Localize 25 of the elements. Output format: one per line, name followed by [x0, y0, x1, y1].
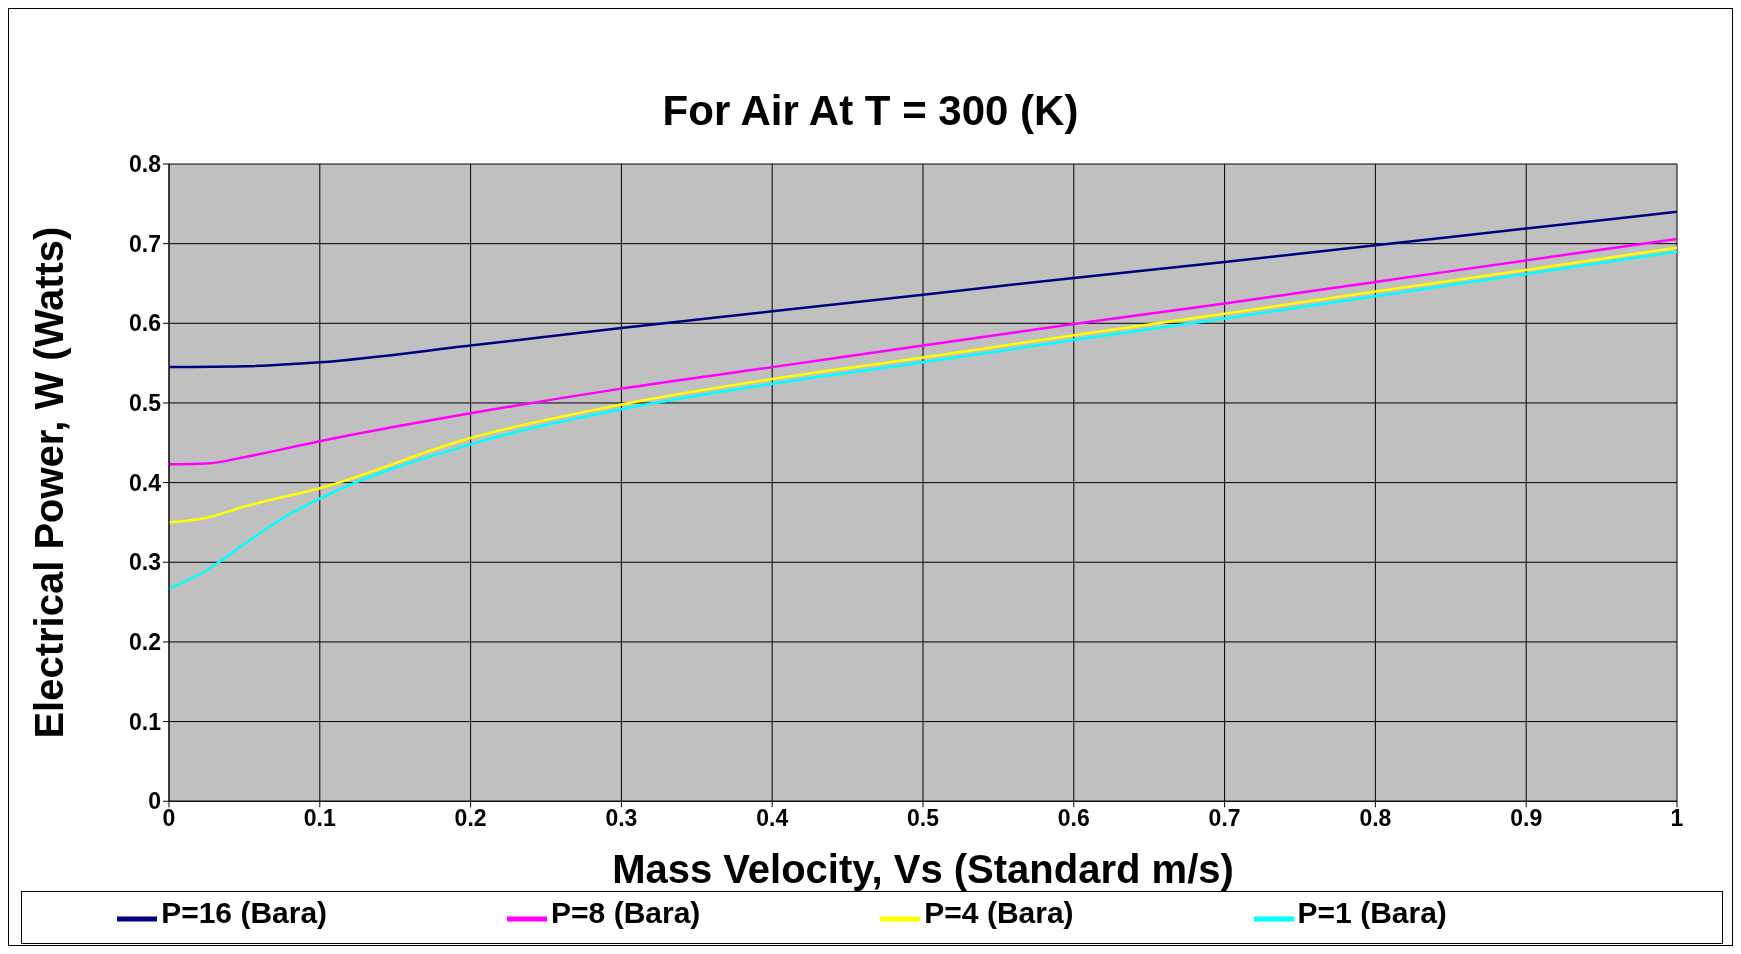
- x-tick-label: 0.8: [1359, 804, 1392, 831]
- y-tick-label: 0.8: [129, 151, 162, 178]
- chart-title: For Air At T = 300 (K): [661, 87, 1080, 135]
- x-tick-label: 0.5: [907, 804, 940, 831]
- y-tick-label: 0.6: [129, 310, 161, 337]
- y-tick-label: 0.2: [129, 629, 161, 656]
- x-tick-label: 0.4: [756, 804, 789, 831]
- legend-label: P=1 (Bara): [1297, 896, 1447, 930]
- y-tick-label: 0.7: [129, 230, 161, 257]
- y-tick-label: 0.1: [129, 708, 162, 735]
- x-tick-label: 0.2: [454, 804, 487, 831]
- x-tick-label: 0.7: [1208, 804, 1241, 831]
- x-axis-title: Mass Velocity, Vs (Standard m/s): [612, 847, 1234, 892]
- y-tick-label: 0.5: [129, 390, 162, 417]
- y-tick-label: 0.4: [129, 469, 162, 496]
- legend-label: P=16 (Bara): [161, 896, 328, 930]
- x-tick-label: 0.1: [303, 804, 336, 831]
- y-axis-title: Electrical Power, W (Watts): [27, 226, 72, 739]
- legend-label: P=4 (Bara): [924, 896, 1074, 930]
- x-tick-label: 1: [1670, 804, 1684, 831]
- x-tick-label: 0.3: [605, 804, 638, 831]
- x-tick-label: 0.6: [1057, 804, 1090, 831]
- legend-label: P=8 (Bara): [551, 896, 701, 930]
- y-tick-label: 0.3: [129, 549, 161, 576]
- x-tick-label: 0.9: [1510, 804, 1543, 831]
